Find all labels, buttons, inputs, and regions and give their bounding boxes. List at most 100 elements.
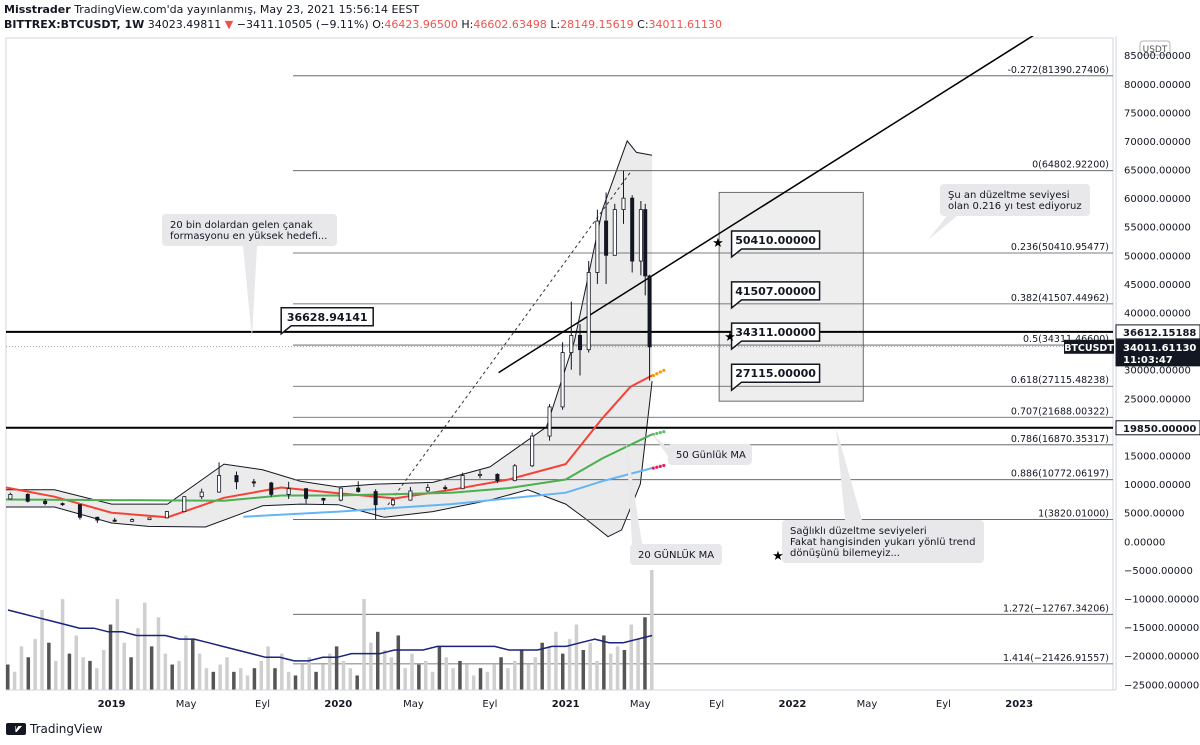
volume-bar-46 [321,664,325,690]
y-tick-label-6: 55000.00000 [1124,223,1191,234]
y-tick-label-8: 45000.00000 [1124,280,1191,291]
x-tick-label-2: Eyl [255,699,270,710]
volume-bar-17 [122,642,126,690]
projection-dot-0-3 [662,368,666,372]
volume-bar-15 [108,624,113,690]
candle-body-11 [199,491,204,498]
volume-bar-94 [650,570,654,690]
volume-bar-90 [622,650,627,690]
projection-dot-2-2 [658,464,662,468]
y-tick-label-21: −20000.00000 [1124,652,1199,663]
candle-body-41 [638,209,643,262]
price-tag-box-4 [1115,420,1200,436]
candle-body-33 [569,335,574,353]
volume-bar-18 [129,657,133,690]
volume-bar-48 [334,646,339,690]
level-callout-text-2: 34311.00000 [735,326,816,339]
volume-bar-80 [554,631,558,690]
y-tick-label-5: 60000.00000 [1124,194,1191,205]
candle-body-20 [356,487,361,492]
candle-body-24 [425,487,430,492]
y-tick-label-17: 0.00000 [1124,537,1165,548]
volume-bar-9 [67,653,72,690]
y-tick-label-9: 40000.00000 [1124,309,1191,320]
candle-body-38 [612,209,617,256]
candle-body-30 [530,435,535,467]
bollinger-fill [6,140,653,537]
close-label: C: [637,18,649,31]
volume-bar-28 [197,653,202,690]
x-tick-label-8: Eyl [709,699,724,710]
publisher-name[interactable]: Misstrader [4,3,71,16]
currency-badge [1139,40,1171,56]
annotation-healthy-line-2: dönüşünü bilemeyiz... [790,548,900,559]
projection-dot-1-0 [651,432,655,436]
volume-bar-45 [314,671,318,690]
candle-body-8 [147,517,152,520]
x-tick-label-0: 2019 [98,699,126,710]
volume-bar-0 [6,664,10,690]
fib-label-11: 1.414(−21426.91557) [1003,653,1109,664]
y-tick-label-12: 25000.00000 [1124,394,1191,405]
y-tick-label-2: 75000.00000 [1124,108,1191,119]
volume-bar-50 [348,668,353,690]
annotation-current-line-1: olan 0.216 yı test ediyoruz [948,201,1082,212]
volume-bar-34 [238,668,243,690]
annotation-cup-tail [243,246,257,338]
annotation-healthy-box [782,520,984,563]
projection-dot-0-0 [651,373,655,378]
annotation-cup-line-1: formasyonu en yüksek hedefi... [170,231,327,242]
x-tick-label-1: May [176,699,197,710]
volume-bar-31 [218,664,222,690]
price-tag-text-3: 11:03:47 [1123,355,1173,366]
tradingview-logo-icon [6,723,26,735]
volume-bar-87 [602,635,606,690]
volume-bar-40 [280,653,284,690]
volume-bar-76 [526,664,531,690]
volume-bar-72 [499,657,503,690]
volume-bar-8 [60,599,65,690]
price-tag-text-2: 34011.61130 [1123,343,1196,354]
volume-bar-41 [286,671,291,690]
x-tick-label-7: May [630,699,651,710]
y-tick-label-14: 15000.00000 [1124,452,1191,463]
volume-bar-6 [47,642,51,690]
chart-footer: TradingView [0,718,1200,745]
open-label: O: [372,18,385,31]
series-line-2 [243,467,653,518]
price-chart[interactable]: -0.272(81390.27406) 0(64802.92200) 0.236(5… [0,36,1200,718]
x-tick-label-4: May [403,699,424,710]
volume-bar-75 [519,650,524,690]
volume-bar-73 [506,668,510,690]
annotation-ma20-line-0: 20 GÜNLÜK MA [638,548,714,561]
x-tick-label-12: 2023 [1005,699,1033,710]
volume-bar-79 [547,646,551,690]
volume-bar-53 [369,642,373,690]
high-value: 46602.63498 [473,18,547,31]
y-tick-label-15: 10000.00000 [1124,480,1191,491]
candle-body-5 [95,516,100,521]
candle-body-7 [130,519,135,522]
symbol-name[interactable]: BITTREX:BTCUSDT, 1W [4,18,145,31]
volume-bar-2 [19,646,24,690]
candle-body-39 [621,197,626,210]
volume-bar-16 [115,599,120,690]
x-tick-label-9: 2022 [779,699,807,710]
candle-body-6 [112,519,117,522]
series-line-1 [5,433,653,502]
annotation-current-tail [928,212,962,240]
volume-bar-71 [492,664,496,690]
volume-bar-49 [341,660,346,690]
open-value: 46423.96500 [384,18,458,31]
y-tick-label-4: 65000.00000 [1124,166,1191,177]
projection-dot-2-0 [651,466,655,470]
volume-bar-63 [437,646,442,690]
publisher-line: Misstrader TradingView.com'da yayınlanmı… [4,3,419,16]
volume-bar-27 [190,639,195,690]
tradingview-logo[interactable]: TradingView [6,722,103,736]
candle-body-17 [304,488,309,499]
y-tick-label-18: −5000.00000 [1124,566,1193,577]
candle-body-1 [25,493,30,502]
x-tick-label-5: Eyl [482,699,497,710]
candle-body-27 [477,473,482,476]
